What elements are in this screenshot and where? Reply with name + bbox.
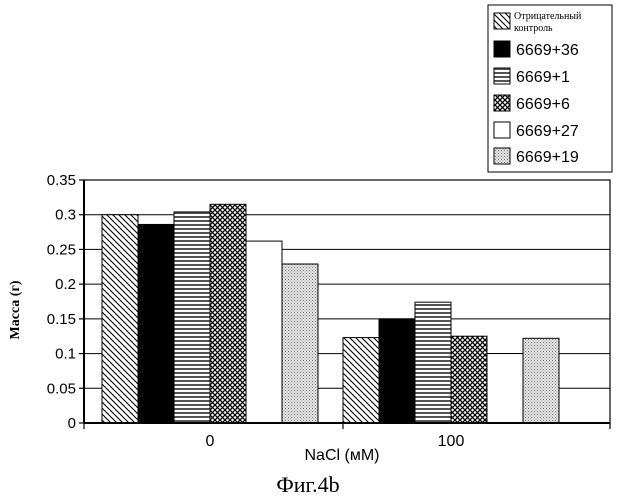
y-tick-label: 0.2 bbox=[55, 276, 76, 293]
legend-swatch bbox=[493, 121, 511, 139]
bar-6669+27-100 bbox=[486, 353, 524, 424]
bar-6669+6-100 bbox=[450, 335, 488, 424]
bar-6669+36-100 bbox=[378, 318, 416, 424]
legend-swatch bbox=[493, 67, 511, 85]
y-tick-label: 0.35 bbox=[47, 172, 76, 189]
legend-label-line2: контроль bbox=[514, 23, 553, 34]
legend-label: Отрицательный bbox=[514, 11, 582, 22]
x-tick-label: 0 bbox=[206, 433, 215, 450]
legend-label: 6669+1 bbox=[516, 69, 570, 86]
x-tick-labels: 0 100 bbox=[206, 433, 465, 450]
y-tick-label: 0.15 bbox=[47, 311, 76, 328]
y-tick-labels: 0 0.05 0.1 0.15 0.2 0.25 0.3 0.35 bbox=[47, 172, 76, 432]
y-tick-label: 0.05 bbox=[47, 380, 76, 397]
axes bbox=[79, 179, 611, 429]
bar-6669+1-0 bbox=[173, 211, 211, 424]
bar-6669+19-0 bbox=[281, 263, 319, 424]
legend-label: 6669+6 bbox=[516, 96, 570, 113]
legend-swatch bbox=[493, 12, 511, 30]
y-tick-label: 0 bbox=[68, 415, 76, 432]
legend-label: 6669+19 bbox=[516, 149, 579, 166]
bar-6669+6-0 bbox=[209, 203, 247, 424]
bar---0 bbox=[101, 214, 139, 424]
x-tick-label: 100 bbox=[438, 433, 465, 450]
legend-swatch bbox=[493, 40, 511, 58]
legend-box bbox=[487, 4, 613, 173]
legend-label: 6669+27 bbox=[516, 123, 579, 140]
y-axis-label: Масса (г) bbox=[8, 280, 23, 339]
y-tick-label: 0.25 bbox=[47, 241, 76, 258]
figure-caption: Фиг.4b bbox=[276, 472, 339, 497]
legend-label: 6669+36 bbox=[516, 42, 579, 59]
legend-swatch bbox=[493, 94, 511, 112]
bar-6669+27-0 bbox=[245, 240, 283, 424]
bar-6669+36-0 bbox=[137, 223, 175, 424]
bars bbox=[101, 203, 560, 424]
bar---100 bbox=[342, 337, 380, 424]
y-tick-label: 0.3 bbox=[55, 207, 76, 224]
y-tick-label: 0.1 bbox=[55, 346, 76, 363]
bar-6669+19-100 bbox=[522, 337, 560, 424]
x-axis-label: NaCl (мМ) bbox=[305, 447, 380, 464]
bar-6669+1-100 bbox=[414, 301, 452, 424]
legend-swatch bbox=[493, 147, 511, 165]
